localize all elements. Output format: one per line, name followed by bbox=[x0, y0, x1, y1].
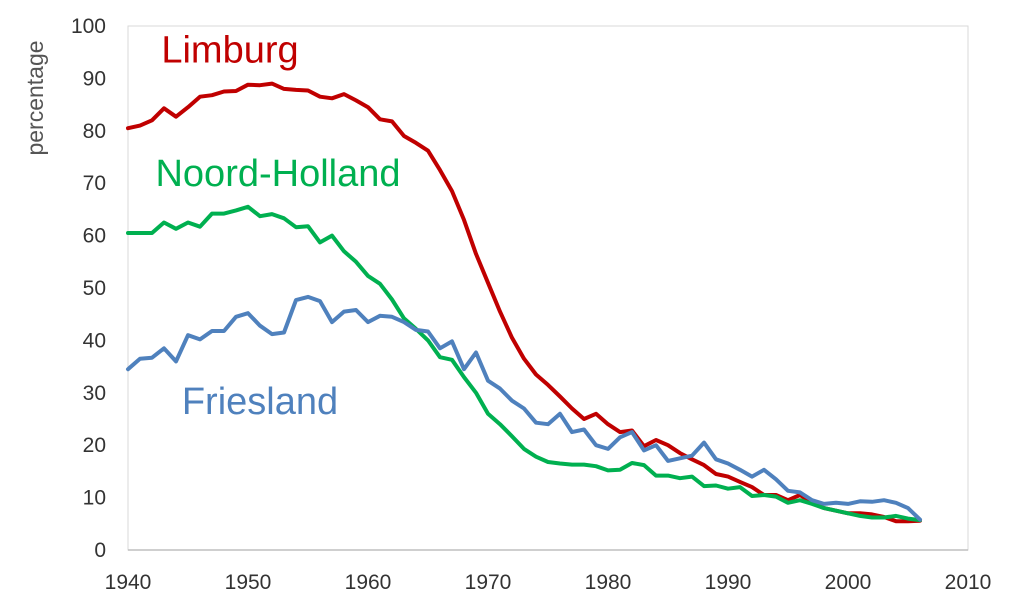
y-tick-label: 90 bbox=[83, 67, 106, 90]
y-tick-label: 60 bbox=[83, 225, 106, 248]
series-line-noord-holland bbox=[126, 204, 922, 523]
y-tick-label: 80 bbox=[83, 120, 106, 143]
x-tick-label: 1960 bbox=[345, 571, 392, 594]
x-tick-label: 1980 bbox=[585, 571, 632, 594]
series-lines bbox=[126, 81, 922, 524]
series-label-limburg: Limburg bbox=[161, 30, 298, 72]
y-tick-label: 50 bbox=[83, 277, 106, 300]
x-tick-label: 1950 bbox=[225, 571, 272, 594]
series-label-noord-holland: Noord-Holland bbox=[155, 153, 400, 195]
y-tick-label: 100 bbox=[71, 15, 106, 38]
x-axis-ticks: 1940 1950 1960 1970 1980 1990 2000 2010 bbox=[105, 571, 992, 594]
x-tick-label: 2000 bbox=[825, 571, 872, 594]
x-tick-label: 1990 bbox=[705, 571, 752, 594]
y-tick-label: 10 bbox=[83, 487, 106, 510]
plot-frame bbox=[127, 25, 969, 551]
series-line-friesland bbox=[126, 294, 922, 522]
y-axis-ticks: 0 10 20 30 40 50 60 70 80 90 100 bbox=[71, 15, 106, 562]
series-label-friesland: Friesland bbox=[182, 381, 338, 423]
x-tick-label: 1970 bbox=[465, 571, 512, 594]
y-tick-label: 30 bbox=[83, 382, 106, 405]
y-axis-label: percentage bbox=[22, 40, 48, 155]
series-line-limburg bbox=[126, 81, 922, 524]
y-tick-label: 40 bbox=[83, 329, 106, 352]
x-tick-label: 2010 bbox=[945, 571, 992, 594]
x-tick-label: 1940 bbox=[105, 571, 152, 594]
y-tick-label: 20 bbox=[83, 434, 106, 457]
series-labels: Limburg Noord-Holland Friesland bbox=[155, 30, 400, 423]
y-tick-label: 70 bbox=[83, 172, 106, 195]
y-tick-label: 0 bbox=[94, 539, 106, 562]
